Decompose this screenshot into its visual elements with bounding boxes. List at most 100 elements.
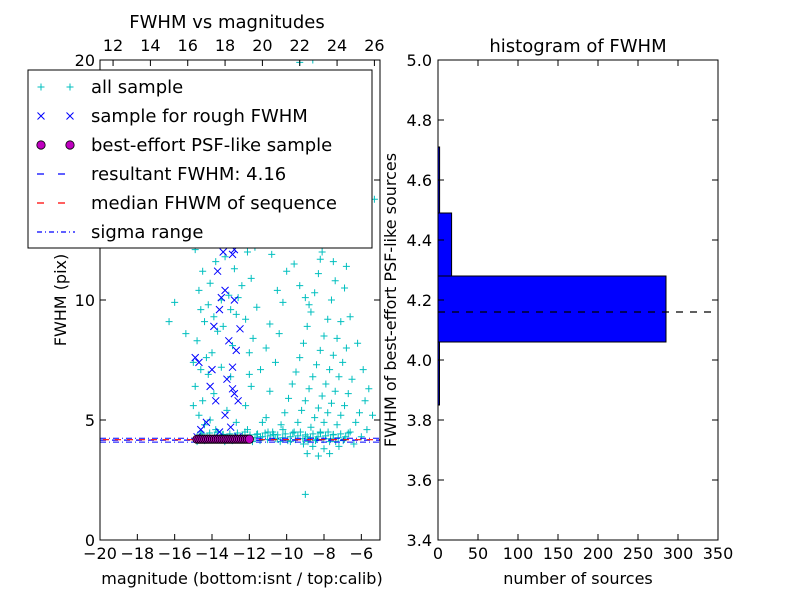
rough-sample-point	[230, 296, 239, 304]
all-sample-point	[268, 250, 276, 258]
x-tick-label: −14	[195, 544, 229, 563]
all-sample-point	[247, 382, 255, 390]
rough-sample-point	[215, 428, 224, 436]
legend-entry: sample for rough FWHM	[37, 106, 308, 127]
all-sample-point	[206, 279, 214, 287]
x-tick-label: −10	[270, 544, 304, 563]
all-sample-point	[286, 433, 294, 441]
all-sample-point	[210, 390, 218, 398]
all-sample-point	[335, 442, 343, 450]
rough-sample-point	[226, 423, 235, 432]
all-sample-point	[320, 445, 328, 453]
all-sample-point	[210, 313, 218, 321]
scatter-panel: −20 −18 −16 −14 −12 −10 −8 −6 12 14 16 18 20 22 24 26 0 5…	[27, 12, 385, 588]
rough-sample-point	[228, 384, 237, 393]
all-sample-point	[242, 402, 250, 410]
all-sample-point	[305, 301, 313, 309]
psf-sample-point	[244, 434, 254, 444]
rough-sample-point	[217, 293, 226, 302]
all-sample-point	[307, 308, 315, 316]
all-sample-point	[202, 354, 210, 362]
rough-sample-point	[206, 382, 214, 391]
rough-sample-point	[208, 365, 216, 374]
all-sample-point	[262, 344, 270, 352]
all-sample-point	[171, 298, 179, 306]
all-sample-point	[206, 416, 214, 424]
rough-sample-point	[213, 267, 222, 276]
all-sample-point	[232, 418, 240, 426]
hist-y-tick-label: 3.4	[407, 531, 432, 550]
all-sample-point	[299, 339, 307, 347]
hist-y-tick-label: 4.6	[407, 171, 432, 190]
all-sample-point	[294, 418, 302, 426]
legend-entry: best-effort PSF-like sample	[36, 135, 332, 156]
hist-y-tick-label: 4.0	[407, 351, 432, 370]
all-sample-point	[227, 306, 235, 314]
all-sample-point	[342, 262, 350, 270]
all-sample-point	[337, 318, 345, 326]
all-sample-point	[344, 429, 352, 437]
rough-sample-point	[228, 363, 237, 372]
all-sample-point	[348, 375, 356, 383]
all-sample-point	[320, 332, 328, 340]
rough-sample-point	[223, 375, 231, 384]
all-sample-point	[258, 418, 266, 426]
all-sample-point	[303, 450, 311, 458]
legend-marker	[66, 112, 74, 120]
all-sample-point	[281, 430, 289, 438]
all-sample-point	[298, 406, 306, 414]
all-sample-point	[253, 303, 261, 311]
all-sample-point	[326, 438, 334, 446]
hist-x-tick-label: 150	[543, 544, 574, 563]
all-sample-point	[305, 385, 313, 393]
all-sample-point	[273, 286, 281, 294]
legend-label: all sample	[91, 77, 183, 98]
y-tick-label: 5	[85, 411, 95, 430]
all-sample-point	[204, 370, 212, 378]
all-sample-point	[290, 260, 298, 268]
all-sample-point	[285, 394, 293, 402]
rough-sample-point	[195, 358, 203, 367]
all-sample-point	[318, 248, 326, 256]
all-sample-point	[229, 342, 237, 350]
histogram-panel: 0 50 100 150 200 250 300 350 3.4 3.6 3.8 4.0 4.2 4.4 4…	[381, 36, 733, 588]
top-x-tick-label: 14	[140, 36, 160, 55]
all-sample-point	[309, 60, 317, 64]
rough-sample-point	[210, 322, 218, 331]
top-x-tick-label: 16	[178, 36, 198, 55]
all-sample-point	[266, 387, 274, 395]
all-sample-point	[197, 366, 205, 374]
legend-entry: median FHWM of sequence	[37, 193, 337, 214]
all-sample-point	[165, 318, 173, 326]
all-sample-point	[232, 310, 240, 318]
all-sample-point	[238, 282, 246, 290]
all-sample-point	[329, 431, 337, 439]
all-sample-point	[242, 315, 250, 323]
rough-sample-point	[219, 248, 228, 256]
all-sample-point	[314, 270, 322, 278]
top-x-tick-label: 24	[327, 36, 347, 55]
all-sample-point	[277, 421, 285, 429]
all-sample-point	[219, 322, 227, 330]
rough-sample-point	[236, 324, 244, 333]
histogram-y-label: FWHM of best-effort PSF-like sources	[381, 153, 400, 447]
rough-sample-point	[202, 418, 211, 427]
x-tick-label: −8	[312, 544, 336, 563]
hist-x-tick-label: 50	[468, 544, 488, 563]
histogram-title: histogram of FWHM	[489, 36, 666, 57]
x-tick-label: −16	[158, 544, 192, 563]
all-sample-point	[201, 318, 209, 326]
scatter-plot-area	[100, 60, 380, 498]
all-sample-point	[320, 418, 328, 426]
all-sample-point	[269, 428, 277, 436]
all-sample-point	[197, 306, 205, 314]
all-sample-point	[241, 428, 249, 436]
all-sample-point	[333, 421, 341, 429]
all-sample-point	[234, 294, 242, 302]
legend-box	[27, 69, 373, 249]
all-sample-point	[326, 450, 334, 458]
all-sample-point	[352, 418, 360, 426]
x-tick-label: −20	[83, 544, 117, 563]
all-sample-point	[342, 344, 350, 352]
all-sample-point	[182, 330, 190, 338]
